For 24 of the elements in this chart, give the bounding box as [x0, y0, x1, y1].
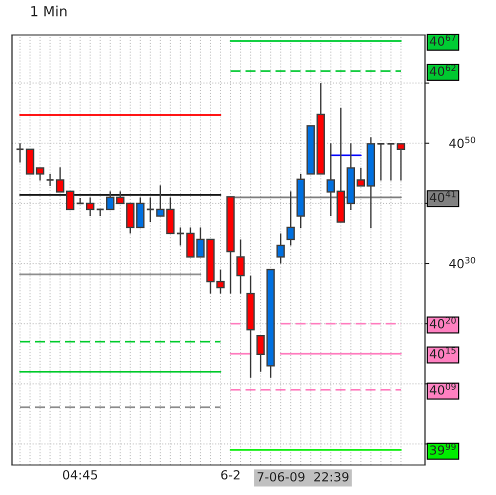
y-tick-label: 40$^{30}$	[449, 256, 476, 268]
candlestick	[396, 143, 406, 182]
x-tick-label: 04:45	[62, 470, 98, 480]
candlestick	[176, 226, 185, 246]
y2-tick-label: 40$^{20}$	[430, 317, 456, 328]
candlestick	[186, 226, 195, 258]
y2-tick-label: 40$^{67}$	[430, 34, 456, 46]
candlestick	[286, 190, 295, 246]
y2-tick-label: 39$^{99}$	[430, 443, 456, 455]
candlestick	[46, 173, 54, 187]
text: 7-06-09 22:39	[258, 472, 348, 482]
candlestick	[216, 268, 225, 294]
chart-title: 1 Min	[31, 6, 66, 16]
y2-tick-label: 40$^{41}$	[430, 190, 456, 202]
x-tick-label: 6-2	[221, 470, 240, 480]
y2-tick-label: 40$^{62}$	[430, 64, 456, 76]
y2-tick-label: 40$^{15}$	[430, 347, 456, 359]
y-tick-label: 40$^{50}$	[449, 136, 476, 148]
candlestick	[196, 226, 205, 258]
candlestick	[276, 232, 285, 264]
y2-tick-label: 40$^{09}$	[430, 383, 456, 395]
candlestick	[36, 167, 44, 182]
candlestick	[236, 238, 245, 294]
candlestick	[86, 196, 94, 217]
